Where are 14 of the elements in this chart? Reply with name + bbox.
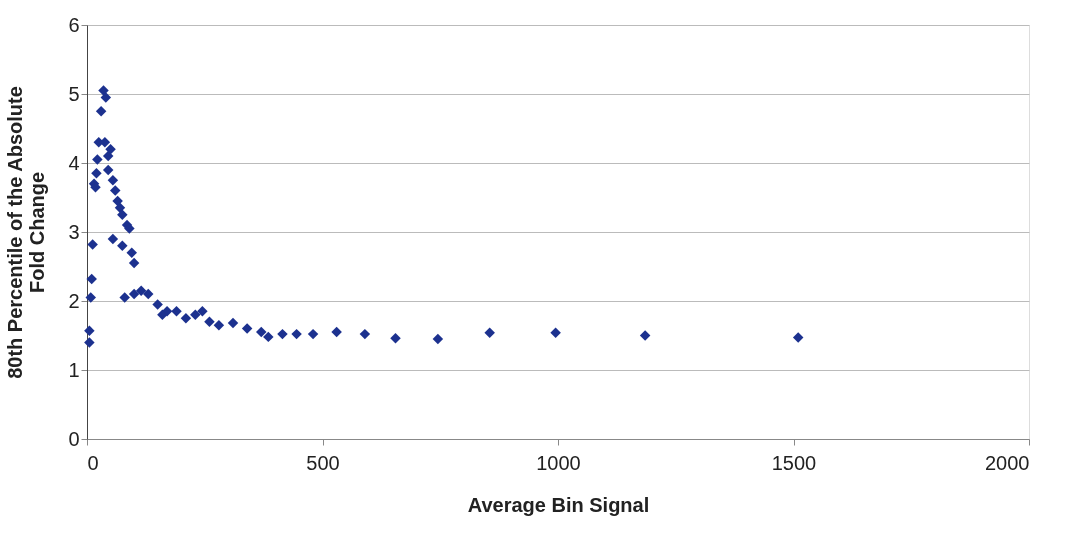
y-tick-label: 0	[68, 427, 80, 450]
y-tick-label: 2	[68, 289, 80, 312]
x-tick-label: 0	[87, 451, 99, 474]
x-tick-label: 2000	[985, 451, 1030, 474]
x-tick-label: 500	[306, 451, 340, 474]
y-tick-label: 5	[68, 82, 80, 105]
x-tick-label: 1500	[771, 451, 817, 474]
x-tick-label: 1000	[536, 451, 581, 474]
y-tick-label: 6	[68, 13, 80, 36]
y-tick-label: 1	[68, 358, 80, 381]
y-axis-title: 80th Percentile of the Absolute Fold Change	[4, 86, 49, 379]
y-tick-label: 4	[68, 151, 80, 174]
x-axis-title: Average Bin Signal	[467, 493, 650, 516]
y-tick-label: 3	[68, 220, 80, 243]
